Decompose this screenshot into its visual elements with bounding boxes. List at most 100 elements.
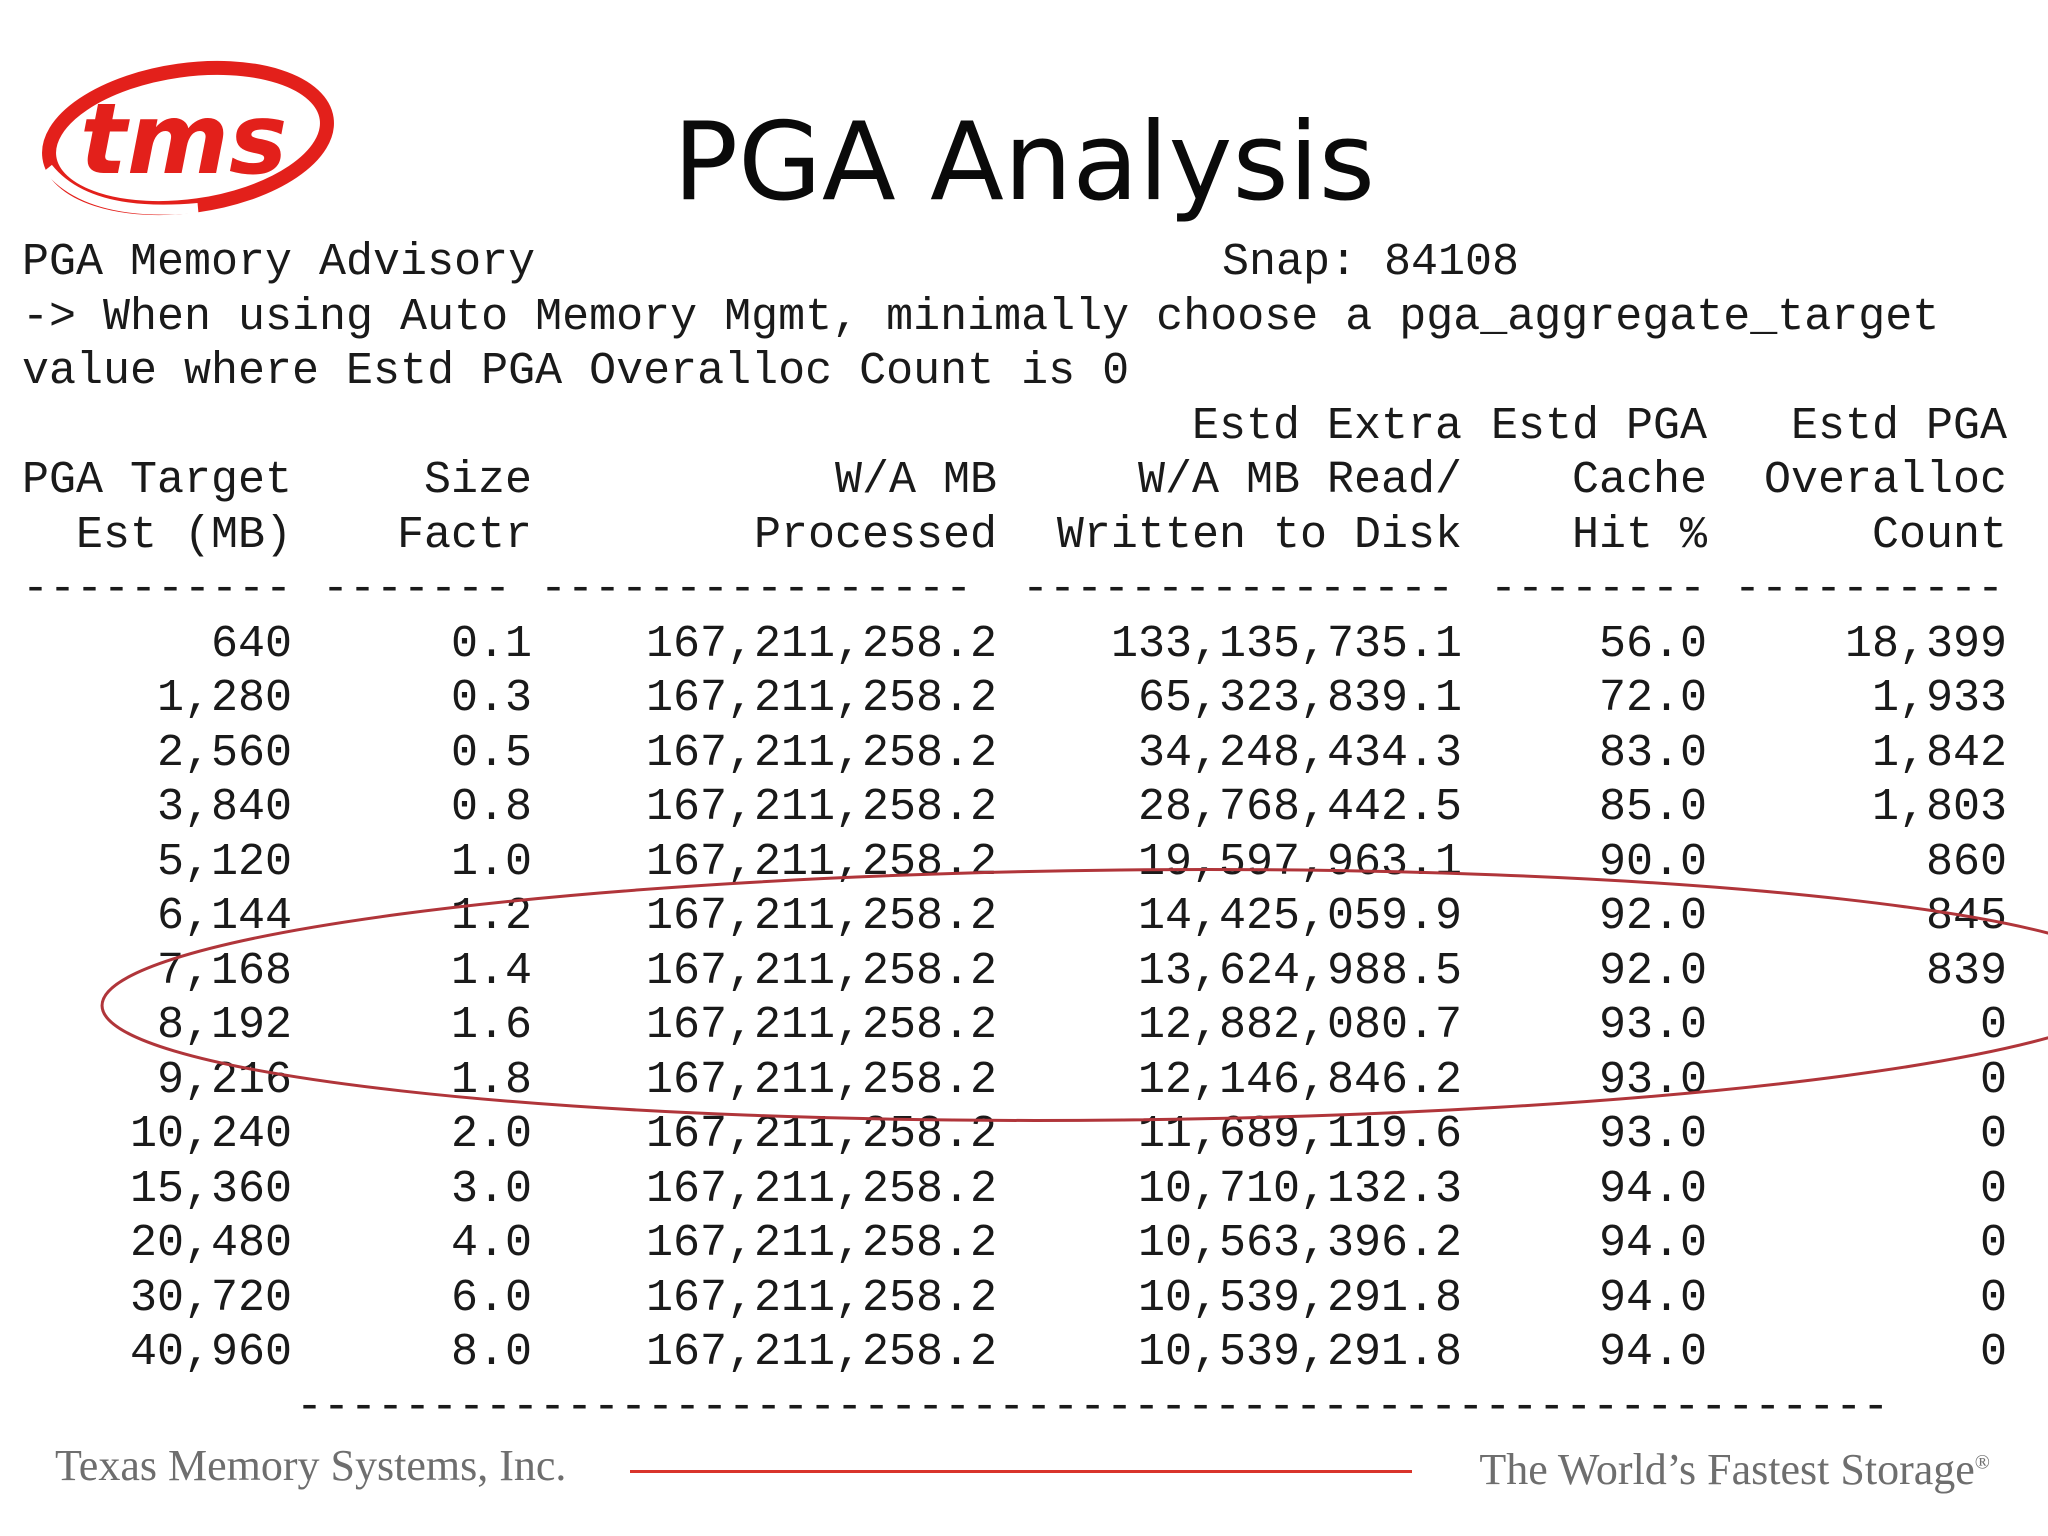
table-row: 8,192 1.6 167,211,258.2 12,882,080.7 93.0 0 <box>22 999 2012 1054</box>
cell-estd-cache-hit: 92.0 <box>1598 945 1707 997</box>
cell-estd-overalloc-count: 0 <box>1979 1272 2007 1324</box>
cell-estd-overalloc-count: 845 <box>1925 891 2007 942</box>
table-row: 9,216 1.8 167,211,258.2 12,146,846.2 93.0 0 <box>22 1054 2012 1109</box>
table-row: 40,960 8.0 167,211,258.2 10,539,291.8 94.0 0 <box>22 1326 2012 1381</box>
report-note-line-1: -> When using Auto Memory Mgmt, minimall… <box>22 291 2012 346</box>
cell-estd-overalloc-count: 0 <box>1979 1163 2007 1215</box>
table-row: 5,120 1.0 167,211,258.2 19,597,963.1 90.0 860 <box>22 836 2012 891</box>
cell-pga-target: 9,216 <box>156 1054 292 1106</box>
cell-estd-overalloc-count: 1,933 <box>1871 673 2007 724</box>
column-header-estd-overalloc-count: Estd PGA <box>1790 400 2007 452</box>
cell-estd-cache-hit: 90.0 <box>1598 836 1707 888</box>
cell-size-factor: 0.1 <box>450 618 532 670</box>
cell-pga-target: 40,960 <box>129 1327 292 1378</box>
cell-estd-extra-wa-mb: 14,425,059.9 <box>1137 891 1462 942</box>
cell-pga-target: 1,280 <box>156 673 292 724</box>
cell-estd-cache-hit: 72.0 <box>1598 673 1707 724</box>
report-heading-line: PGA Memory Advisory Snap: 84108 <box>22 236 2012 291</box>
cell-estd-overalloc-count: 860 <box>1925 836 2007 888</box>
cell-wa-mb-processed: 167,211,258.2 <box>645 891 997 942</box>
footer-tagline: The World’s Fastest Storage® <box>1479 1444 1990 1495</box>
cell-pga-target: 5,120 <box>156 836 292 888</box>
column-header-wa-mb-processed: Processed <box>753 509 997 561</box>
table-row: 6,144 1.2 167,211,258.2 14,425,059.9 92.0 845 <box>22 890 2012 945</box>
cell-estd-extra-wa-mb: 34,248,434.3 <box>1137 727 1462 779</box>
table-row: 10,240 2.0 167,211,258.2 11,689,119.6 93.0 0 <box>22 1108 2012 1163</box>
cell-estd-overalloc-count: 1,842 <box>1871 727 2007 779</box>
svg-text:tms: tms <box>80 83 287 197</box>
table-header-row: Est (MB) Factr Processed Written to Disk Hit… <box>22 509 2012 564</box>
cell-size-factor: 1.2 <box>450 891 532 942</box>
cell-estd-extra-wa-mb: 133,135,735.1 <box>1110 618 1462 670</box>
table-row: 20,480 4.0 167,211,258.2 10,563,396.2 94.0 0 <box>22 1217 2012 1272</box>
bottom-rule: ----------------------------------------… <box>296 1382 1890 1433</box>
table-row: 640 0.1 167,211,258.2 133,135,735.1 56.0 18,3… <box>22 618 2012 673</box>
cell-estd-cache-hit: 94.0 <box>1598 1163 1707 1215</box>
cell-wa-mb-processed: 167,211,258.2 <box>645 836 997 888</box>
cell-size-factor: 8.0 <box>450 1327 532 1378</box>
table-row: 30,720 6.0 167,211,258.2 10,539,291.8 94.0 0 <box>22 1272 2012 1327</box>
report-heading: PGA Memory Advisory <box>22 237 536 288</box>
cell-estd-cache-hit: 94.0 <box>1598 1272 1707 1324</box>
cell-estd-overalloc-count: 0 <box>1979 1054 2007 1106</box>
cell-wa-mb-processed: 167,211,258.2 <box>645 782 997 833</box>
cell-estd-extra-wa-mb: 10,563,396.2 <box>1137 1218 1462 1269</box>
cell-pga-target: 640 <box>210 618 292 670</box>
cell-estd-extra-wa-mb: 10,710,132.3 <box>1137 1163 1462 1215</box>
cell-estd-cache-hit: 94.0 <box>1598 1327 1707 1378</box>
column-header-wa-mb-processed: W/A MB <box>834 455 997 506</box>
cell-size-factor: 1.0 <box>450 836 532 888</box>
column-separator: ------- <box>322 564 512 615</box>
cell-estd-extra-wa-mb: 10,539,291.8 <box>1137 1272 1462 1324</box>
cell-estd-overalloc-count: 0 <box>1979 1327 2007 1378</box>
cell-estd-extra-wa-mb: 11,689,119.6 <box>1137 1109 1462 1160</box>
column-header-estd-extra-wa-mb: Estd Extra <box>1191 400 1462 452</box>
cell-estd-extra-wa-mb: 12,882,080.7 <box>1137 1000 1462 1051</box>
cell-size-factor: 1.6 <box>450 1000 532 1051</box>
registered-mark: ® <box>1974 1451 1990 1474</box>
cell-wa-mb-processed: 167,211,258.2 <box>645 618 997 670</box>
tms-logo: tms <box>42 60 334 216</box>
cell-estd-overalloc-count: 0 <box>1979 1109 2007 1160</box>
cell-estd-cache-hit: 92.0 <box>1598 891 1707 942</box>
cell-estd-extra-wa-mb: 19,597,963.1 <box>1137 836 1462 888</box>
pga-memory-advisory-report: PGA Memory Advisory Snap: 84108 -> When … <box>22 236 2012 1381</box>
cell-estd-extra-wa-mb: 65,323,839.1 <box>1137 673 1462 724</box>
cell-wa-mb-processed: 167,211,258.2 <box>645 1272 997 1324</box>
report-note-1: -> When using Auto Memory Mgmt, minimall… <box>22 291 1940 343</box>
cell-estd-cache-hit: 83.0 <box>1598 727 1707 779</box>
cell-wa-mb-processed: 167,211,258.2 <box>645 1054 997 1106</box>
cell-size-factor: 1.8 <box>450 1054 532 1106</box>
cell-pga-target: 15,360 <box>129 1163 292 1215</box>
snap-id: Snap: 84108 <box>1222 237 1520 288</box>
column-header-estd-overalloc-count: Overalloc <box>1763 455 2007 506</box>
cell-estd-extra-wa-mb: 12,146,846.2 <box>1137 1054 1462 1106</box>
cell-pga-target: 7,168 <box>156 945 292 997</box>
cell-pga-target: 10,240 <box>129 1109 292 1160</box>
column-header-estd-cache-hit: Hit % <box>1571 509 1707 561</box>
cell-wa-mb-processed: 167,211,258.2 <box>645 1327 997 1378</box>
cell-estd-extra-wa-mb: 10,539,291.8 <box>1137 1327 1462 1378</box>
footer-company: Texas Memory Systems, Inc. <box>55 1441 567 1490</box>
report-note-line-2: value where Estd PGA Overalloc Count is … <box>22 345 2012 400</box>
footer-divider <box>630 1470 1412 1473</box>
column-separator: ---------- <box>22 564 292 615</box>
cell-estd-cache-hit: 56.0 <box>1598 618 1707 670</box>
column-header-pga-target: PGA Target <box>22 455 293 506</box>
page-title: PGA Analysis <box>0 98 2048 228</box>
column-separator: -------- <box>1490 564 1705 615</box>
cell-estd-overalloc-count: 0 <box>1979 1000 2007 1051</box>
cell-pga-target: 6,144 <box>156 891 292 942</box>
table-row: 2,560 0.5 167,211,258.2 34,248,434.3 83.0 1,8… <box>22 727 2012 782</box>
table-header-row: Estd Extra Estd PGA Estd PGA <box>22 400 2012 455</box>
table-header-row: PGA Target Size W/A MB W/A MB Read/Cache Ove… <box>22 454 2012 509</box>
column-header-estd-overalloc-count: Count <box>1871 509 2007 561</box>
cell-pga-target: 20,480 <box>129 1218 292 1269</box>
cell-size-factor: 3.0 <box>450 1163 532 1215</box>
cell-pga-target: 3,840 <box>156 782 292 833</box>
report-note-2: value where Estd PGA Overalloc Count is … <box>22 346 1130 397</box>
cell-estd-overalloc-count: 1,803 <box>1871 782 2007 833</box>
column-separator: ---------------- <box>540 564 973 615</box>
cell-estd-extra-wa-mb: 28,768,442.5 <box>1137 782 1462 833</box>
advisory-table: Estd Extra Estd PGA Estd PGA PGA Target Size… <box>22 400 2012 1381</box>
